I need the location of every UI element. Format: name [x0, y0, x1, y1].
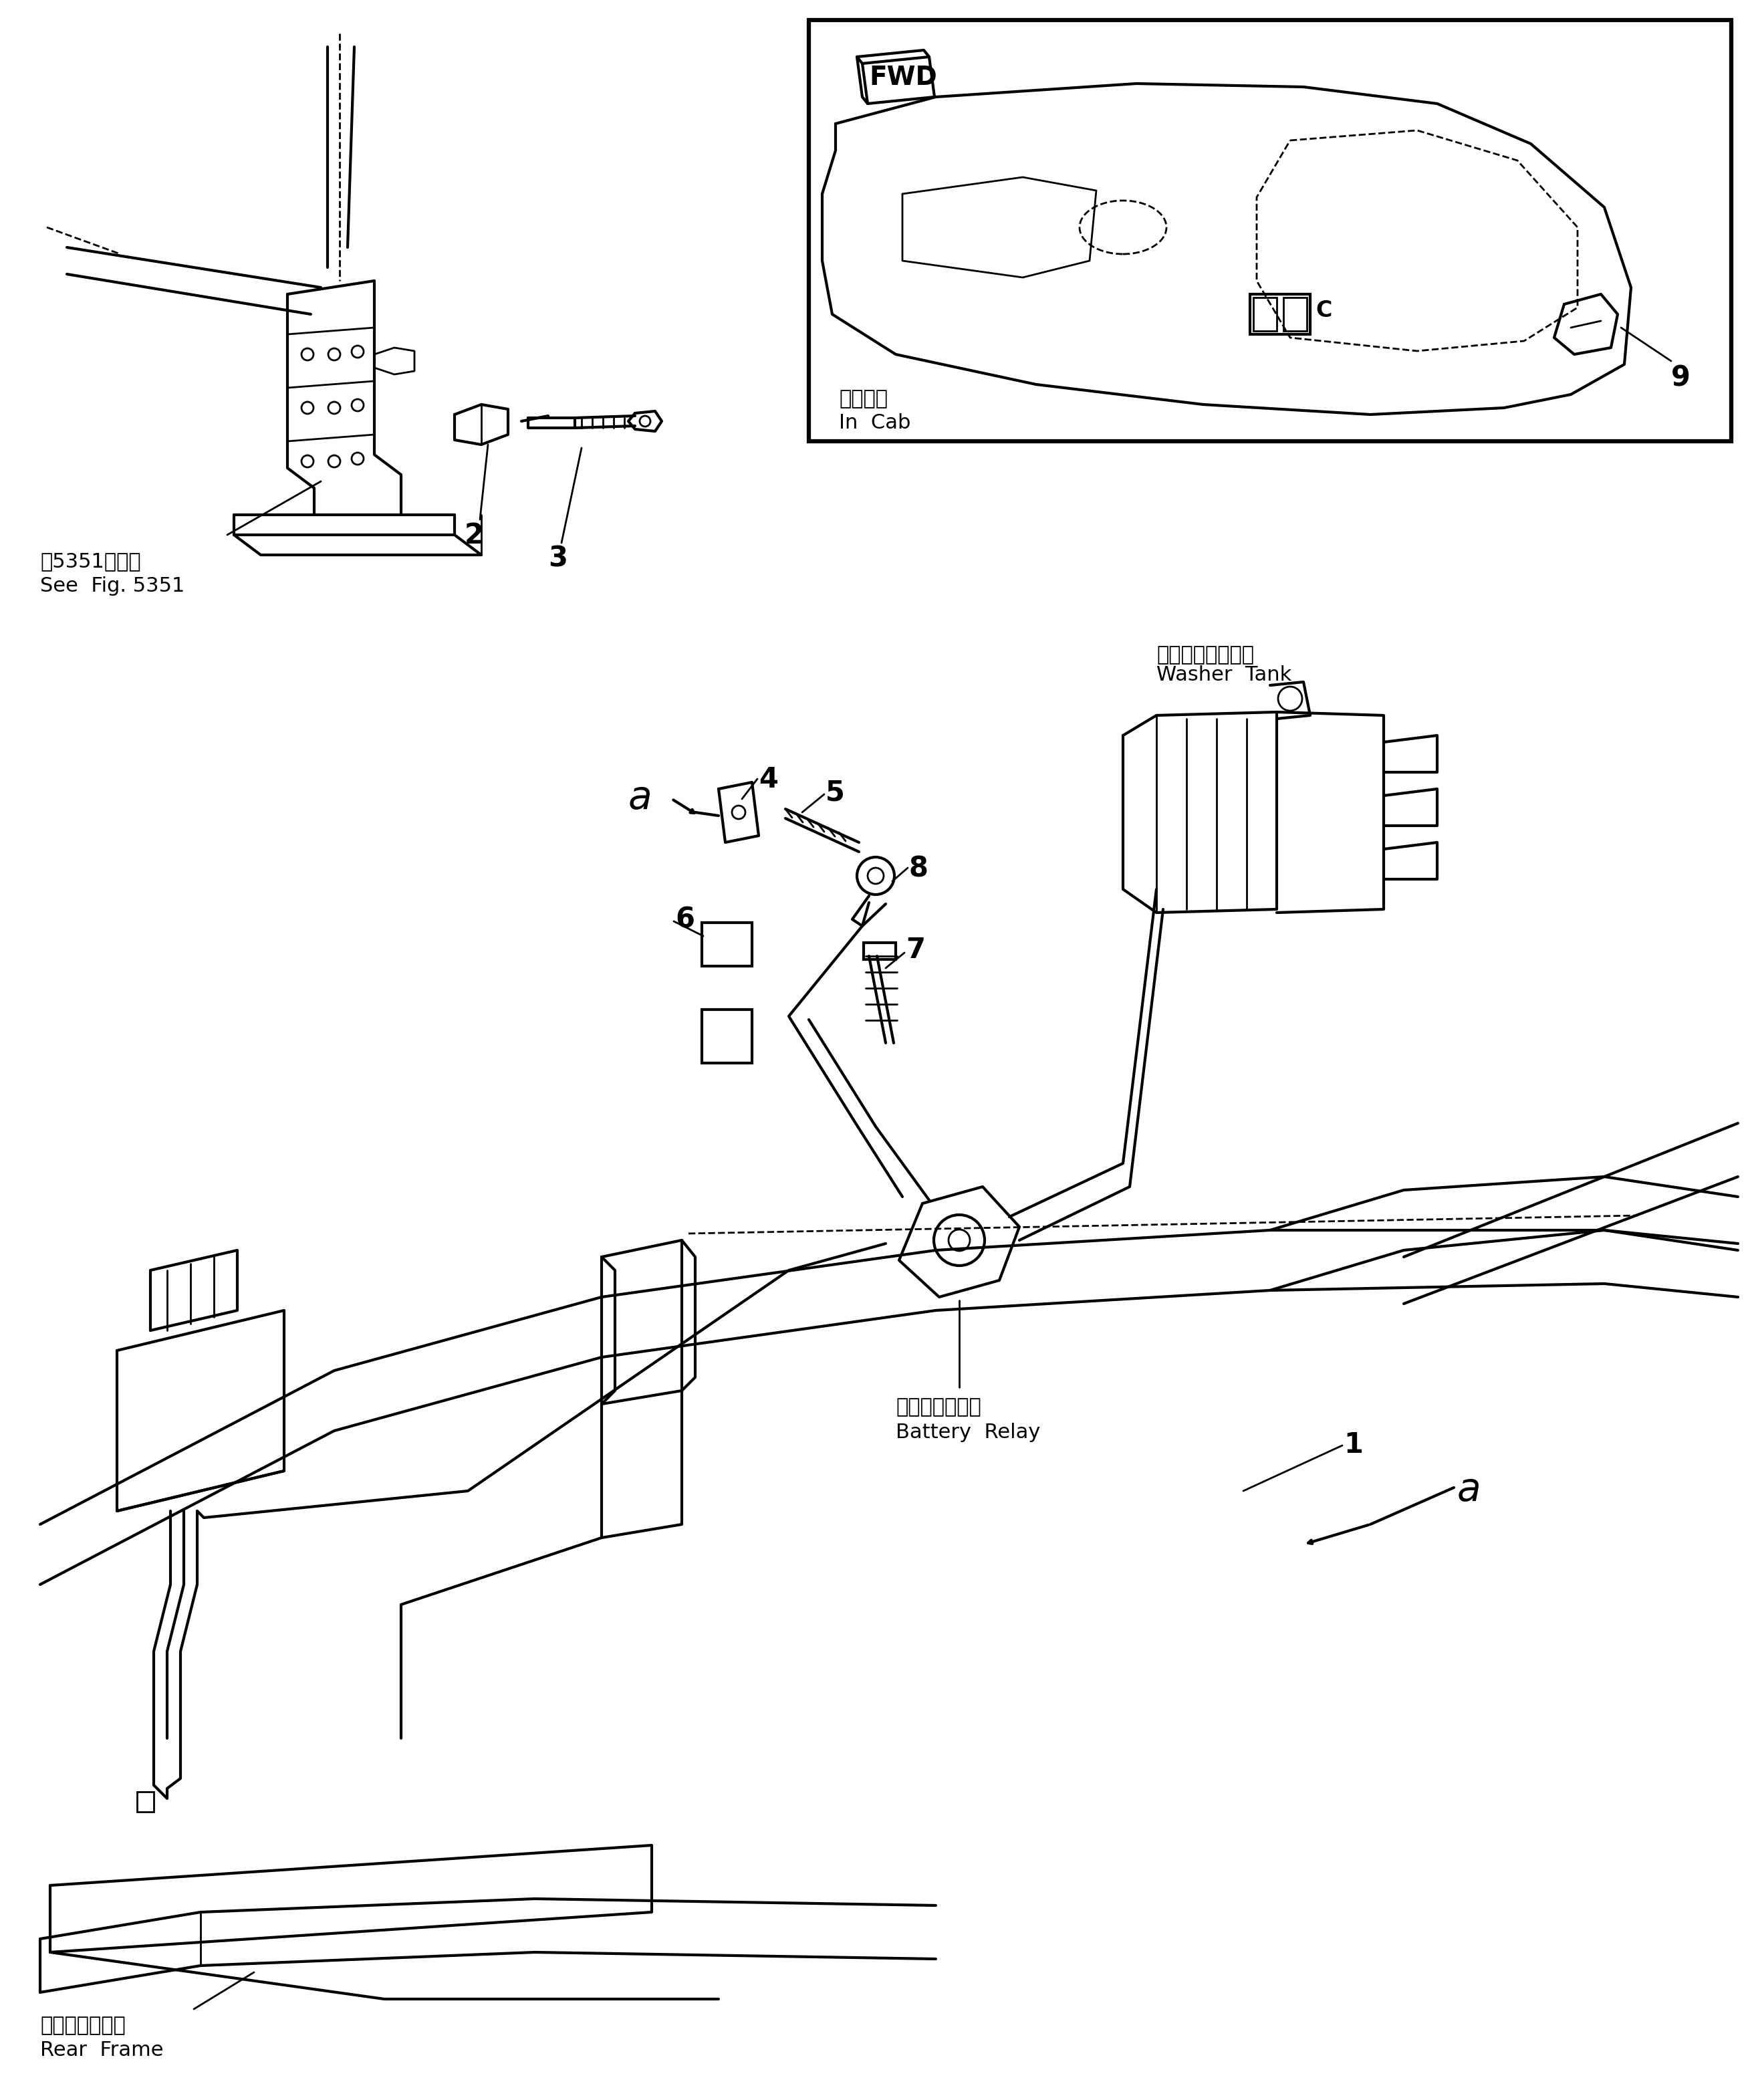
Text: Battery  Relay: Battery Relay [895, 1422, 1041, 1443]
Bar [1284, 298, 1307, 332]
Bar [703, 922, 752, 966]
Text: In  Cab: In Cab [839, 414, 911, 433]
Text: a: a [1458, 1470, 1480, 1510]
Text: ウォッシャタンク: ウォッシャタンク [1156, 645, 1254, 664]
Bar [137, 1791, 154, 1812]
Text: a: a [629, 779, 652, 817]
Text: 6: 6 [675, 905, 694, 934]
Circle shape [867, 867, 883, 884]
Bar [809, 21, 1731, 441]
Text: 3: 3 [548, 544, 568, 573]
Text: 2: 2 [464, 521, 484, 550]
Text: 5: 5 [825, 779, 844, 806]
Text: 4: 4 [759, 766, 778, 794]
Text: 8: 8 [909, 855, 929, 882]
Text: Washer  Tank: Washer Tank [1156, 666, 1291, 685]
Text: 9: 9 [1671, 365, 1691, 393]
Text: FWD: FWD [869, 65, 937, 90]
Text: 7: 7 [906, 937, 925, 964]
Text: C: C [1316, 300, 1332, 321]
Text: 第5351図参照: 第5351図参照 [40, 552, 140, 571]
Text: Rear  Frame: Rear Frame [40, 2041, 163, 2060]
Text: キャブ内: キャブ内 [839, 389, 888, 410]
Text: 1: 1 [1344, 1430, 1363, 1460]
Text: See  Fig. 5351: See Fig. 5351 [40, 575, 184, 596]
Bar [1249, 294, 1310, 334]
Bar [1253, 298, 1277, 332]
Bar [703, 1010, 752, 1063]
Bar [864, 943, 895, 960]
Text: リヤーフレーム: リヤーフレーム [40, 2016, 126, 2035]
Text: バッテリリレー: バッテリリレー [895, 1397, 981, 1418]
